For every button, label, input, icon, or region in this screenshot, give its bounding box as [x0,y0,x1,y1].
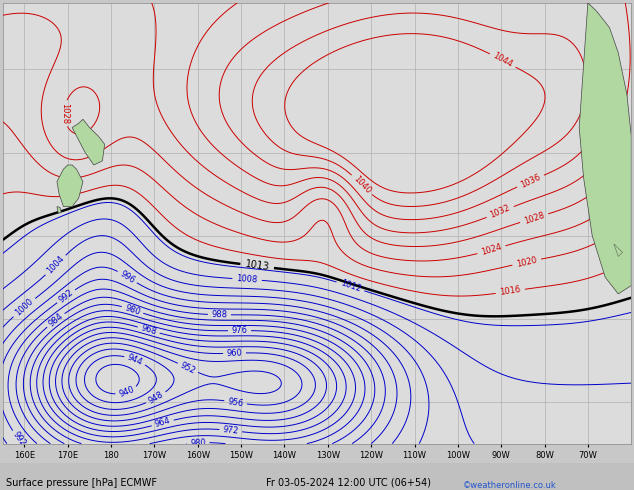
Text: 940: 940 [117,385,136,399]
Text: 980: 980 [124,303,141,317]
Polygon shape [614,244,623,256]
Polygon shape [579,3,631,294]
Text: 1008: 1008 [236,274,258,285]
Text: 992: 992 [11,430,27,448]
Text: 984: 984 [47,312,65,329]
Text: 996: 996 [118,269,136,285]
Text: 960: 960 [226,348,243,358]
Text: 956: 956 [227,397,244,408]
Text: 1044: 1044 [491,51,514,70]
Text: 964: 964 [154,416,172,429]
Polygon shape [57,165,83,207]
Text: 1016: 1016 [499,285,521,297]
Text: 1013: 1013 [244,259,270,272]
Text: 1036: 1036 [519,172,542,190]
Text: 968: 968 [139,323,158,337]
Text: ©weatheronline.co.uk: ©weatheronline.co.uk [463,481,557,490]
Text: Surface pressure [hPa] ECMWF: Surface pressure [hPa] ECMWF [6,478,157,488]
Text: 1012: 1012 [339,279,362,294]
Polygon shape [72,119,105,165]
Text: 1032: 1032 [489,204,512,221]
Text: 1020: 1020 [515,255,538,269]
Text: 1028: 1028 [522,210,546,226]
Text: 976: 976 [231,326,247,335]
Text: 1028: 1028 [60,103,69,124]
Text: 980: 980 [190,438,206,447]
Text: 1040: 1040 [351,174,372,196]
Text: Fr 03-05-2024 12:00 UTC (06+54): Fr 03-05-2024 12:00 UTC (06+54) [266,478,431,488]
Text: 972: 972 [223,425,239,436]
Text: 948: 948 [147,390,165,406]
Text: 1004: 1004 [45,254,66,276]
Text: 992: 992 [57,288,75,305]
Text: 1024: 1024 [480,243,503,257]
Text: 952: 952 [179,360,197,375]
Polygon shape [57,207,61,213]
Text: 1000: 1000 [13,297,35,318]
Text: 988: 988 [211,310,228,319]
Text: 944: 944 [126,353,144,367]
